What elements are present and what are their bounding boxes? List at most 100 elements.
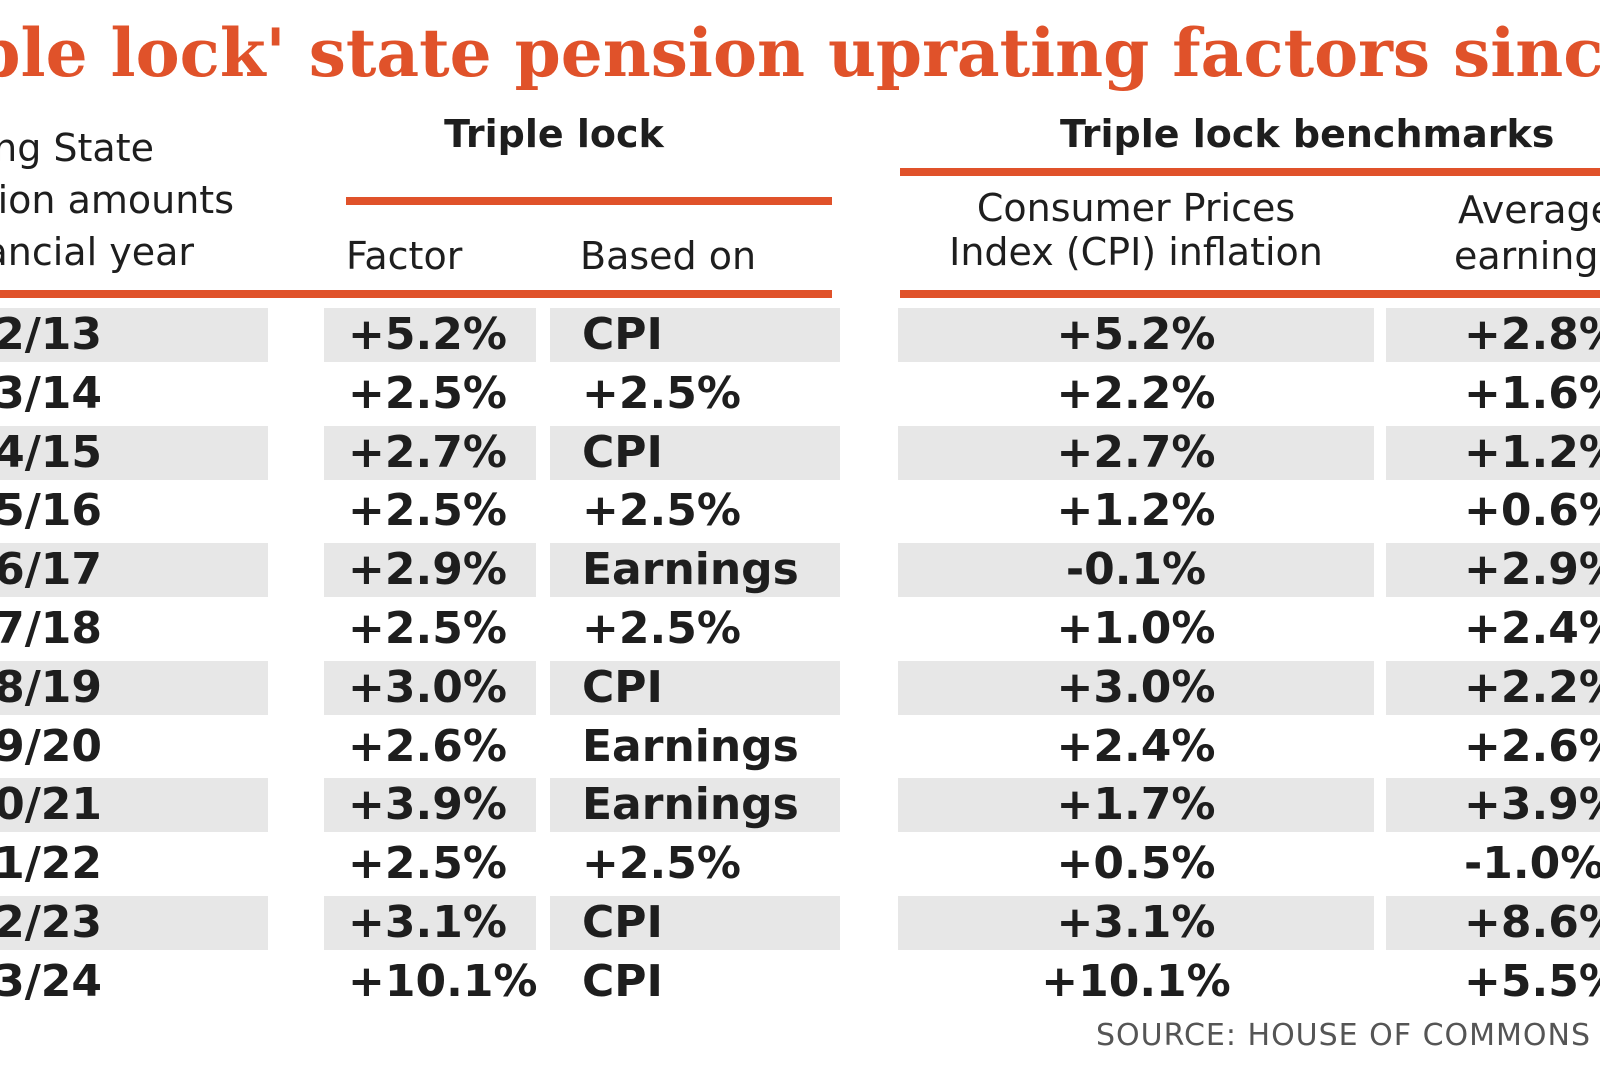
factor-cell: +2.7% <box>324 426 536 480</box>
year-header-line-3: financial year <box>0 230 194 274</box>
year-cell: 2012/13 <box>0 308 268 362</box>
based-on-cell: +2.5% <box>582 603 741 654</box>
earnings-header-line-1: Average <box>1458 188 1600 232</box>
year-text: 2019/20 <box>0 721 102 772</box>
cpi-cell: +1.2% <box>1056 485 1216 536</box>
year-text: 2014/15 <box>0 427 102 478</box>
based-on-cell: CPI <box>582 956 663 1007</box>
year-cell: 2015/16 <box>0 484 268 538</box>
cpi-header-line-1: Consumer Prices <box>976 186 1296 230</box>
triple-lock-header: Triple lock <box>444 112 664 156</box>
year-cell: 2018/19 <box>0 661 268 715</box>
based-on-cell: CPI <box>550 661 840 715</box>
table-row: 2013/14 +2.5% +2.5% +2.2% +1.6% <box>0 367 1600 421</box>
earnings-cell: +2.2% <box>1386 661 1600 715</box>
year-cell: 2020/21 <box>0 778 268 832</box>
cpi-cell: +10.1% <box>1041 956 1231 1007</box>
cpi-cell: +3.1% <box>898 896 1374 950</box>
year-text: 2020/21 <box>0 779 102 830</box>
table-row: 2018/19+3.0%CPI+3.0%+2.2% <box>0 661 1600 715</box>
year-text: 2015/16 <box>0 485 102 536</box>
title-text: 'Triple lock' state pension uprating fac… <box>0 14 1600 92</box>
earnings-column-header: Average earnings <box>1386 180 1600 290</box>
year-text: 2012/13 <box>0 309 102 360</box>
benchmarks-header: Triple lock benchmarks <box>1060 112 1555 156</box>
benchmarks-rule <box>900 168 1600 176</box>
table-row: 2022/23+3.1%CPI+3.1%+8.6% <box>0 896 1600 950</box>
factor-cell: +2.5% <box>348 368 507 419</box>
year-column-header: Uprating State Pension amounts financial… <box>0 118 290 288</box>
cpi-cell: +2.7% <box>898 426 1374 480</box>
based-on-cell: +2.5% <box>582 838 741 889</box>
earnings-cell: -1.0% <box>1464 838 1600 889</box>
chart-title: 'Triple lock' state pension uprating fac… <box>0 8 1600 100</box>
earnings-cell: +3.9% <box>1386 778 1600 832</box>
year-text: 2016/17 <box>0 544 102 595</box>
earnings-cell: +2.9% <box>1386 543 1600 597</box>
year-cell: 2019/20 <box>0 720 268 774</box>
table-row: 2016/17+2.9%Earnings-0.1%+2.9% <box>0 543 1600 597</box>
cpi-cell: +3.0% <box>898 661 1374 715</box>
table-row: 2020/21+3.9%Earnings+1.7%+3.9% <box>0 778 1600 832</box>
earnings-cell: +2.8% <box>1386 308 1600 362</box>
year-text: 2023/24 <box>0 956 102 1007</box>
factor-cell: +3.0% <box>324 661 536 715</box>
factor-header: Factor <box>346 234 463 278</box>
cpi-cell: +1.0% <box>1056 603 1216 654</box>
factor-cell: +2.6% <box>348 721 507 772</box>
year-header-line-1: Uprating State <box>0 126 154 170</box>
year-text: 2017/18 <box>0 603 102 654</box>
cpi-header-line-2: Index (CPI) inflation <box>949 230 1323 274</box>
based-on-cell: +2.5% <box>582 485 741 536</box>
based-on-cell: CPI <box>550 308 840 362</box>
header-rule-right <box>900 290 1600 298</box>
header-rule-left <box>0 290 832 298</box>
table-row: 2021/22 +2.5% +2.5% +0.5% -1.0% <box>0 837 1600 891</box>
year-text: 2013/14 <box>0 368 102 419</box>
year-text: 2018/19 <box>0 662 102 713</box>
cpi-cell: -0.1% <box>898 543 1374 597</box>
factor-cell: +10.1% <box>348 956 536 1007</box>
cpi-cell: +5.2% <box>898 308 1374 362</box>
table-row: 2019/20 +2.6% Earnings +2.4% +2.6% <box>0 720 1600 774</box>
cpi-cell: +1.7% <box>898 778 1374 832</box>
factor-cell: +3.1% <box>324 896 536 950</box>
year-header-line-2: Pension amounts <box>0 178 234 222</box>
cpi-cell: +2.4% <box>1056 721 1216 772</box>
based-on-cell: Earnings <box>550 543 840 597</box>
year-cell: 2017/18 <box>0 602 268 656</box>
earnings-cell: +1.6% <box>1464 368 1600 419</box>
earnings-cell: +1.2% <box>1386 426 1600 480</box>
based-on-cell: Earnings <box>582 721 799 772</box>
earnings-header-line-2: earnings <box>1454 234 1600 278</box>
table-row: 2012/13+5.2%CPI+5.2%+2.8% <box>0 308 1600 362</box>
table-row: 2015/16 +2.5% +2.5% +1.2% +0.6% <box>0 484 1600 538</box>
earnings-cell: +8.6% <box>1386 896 1600 950</box>
earnings-cell: +2.4% <box>1464 603 1600 654</box>
table-row: 2014/15+2.7%CPI+2.7%+1.2% <box>0 426 1600 480</box>
cpi-cell: +2.2% <box>1056 368 1216 419</box>
year-cell: 2022/23 <box>0 896 268 950</box>
triple-lock-rule <box>346 197 832 205</box>
year-text: 2022/23 <box>0 897 102 948</box>
earnings-cell: +5.5% <box>1464 956 1600 1007</box>
earnings-cell: +2.6% <box>1464 721 1600 772</box>
table-row: 2017/18 +2.5% +2.5% +1.0% +2.4% <box>0 602 1600 656</box>
factor-cell: +2.5% <box>348 838 507 889</box>
year-cell: 2023/24 <box>0 955 268 1009</box>
earnings-cell: +0.6% <box>1464 485 1600 536</box>
based-on-cell: Earnings <box>550 778 840 832</box>
table-row: 2023/24 +10.1% CPI +10.1% +5.5% <box>0 955 1600 1009</box>
year-cell: 2014/15 <box>0 426 268 480</box>
based-on-cell: CPI <box>550 896 840 950</box>
year-cell: 2013/14 <box>0 367 268 421</box>
factor-cell: +2.5% <box>348 485 507 536</box>
factor-cell: +2.5% <box>348 603 507 654</box>
based-on-header: Based on <box>580 234 757 278</box>
cpi-cell: +0.5% <box>1056 838 1216 889</box>
year-cell: 2016/17 <box>0 543 268 597</box>
year-cell: 2021/22 <box>0 837 268 891</box>
source-note: SOURCE: HOUSE OF COMMONS LIBRARY <box>1096 1018 1600 1053</box>
year-text: 2021/22 <box>0 838 102 889</box>
based-on-cell: +2.5% <box>582 368 741 419</box>
